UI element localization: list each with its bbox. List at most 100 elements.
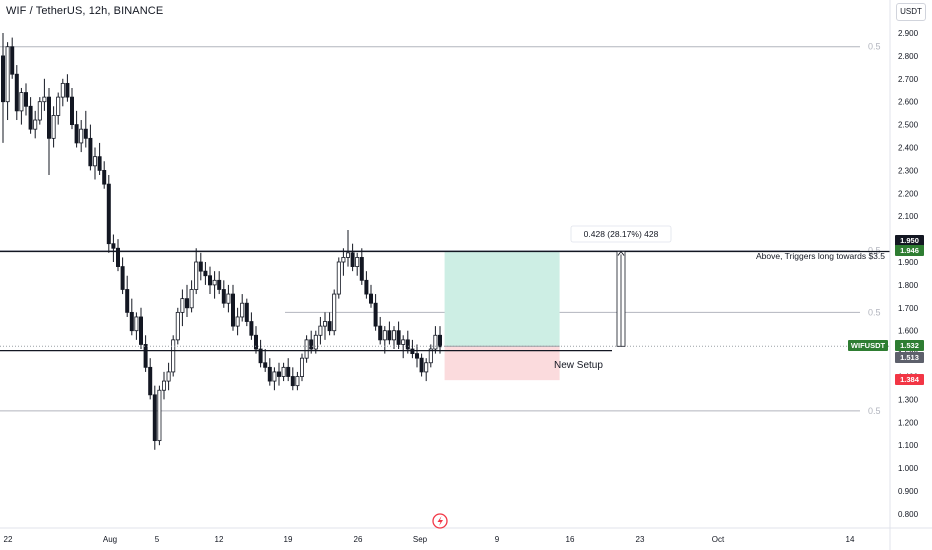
candle-body: [341, 257, 346, 263]
y-tick-label: 1.600: [898, 327, 919, 336]
candle: [272, 367, 277, 391]
candle-body: [125, 289, 130, 313]
candle: [74, 110, 79, 148]
candle: [83, 110, 88, 148]
candle: [134, 312, 139, 340]
candle-body: [70, 96, 75, 126]
candle-body: [382, 330, 387, 341]
candle-body: [263, 362, 268, 368]
candle: [332, 289, 337, 336]
y-tick-label: 1.000: [898, 464, 919, 473]
candle: [244, 298, 249, 327]
candle: [203, 262, 208, 285]
candle: [364, 271, 369, 299]
candle: [318, 316, 323, 345]
measure-label-box: [570, 225, 672, 243]
candle: [327, 312, 332, 336]
candle: [180, 289, 185, 327]
candle-body: [217, 279, 222, 290]
candle-body: [19, 92, 24, 112]
candle: [143, 335, 148, 372]
candle-body: [198, 261, 203, 272]
candle-body: [0, 55, 6, 103]
candle-body: [368, 293, 373, 304]
candle: [322, 312, 327, 340]
price-label-text: 1.532: [900, 341, 919, 350]
candle-body: [37, 101, 42, 121]
level-label: 0.5: [868, 406, 881, 416]
candle-body: [318, 325, 323, 336]
candle: [138, 307, 143, 350]
currency-button[interactable]: USDT: [896, 3, 926, 21]
candle-body: [401, 339, 406, 345]
annotations: Above, Triggers long towards $3.5 New Set…: [554, 251, 885, 371]
x-tick-label: 12: [215, 535, 224, 544]
y-tick-label: 2.100: [898, 212, 919, 221]
price-label-bg: [895, 235, 924, 246]
candle: [102, 161, 107, 189]
candle-body: [327, 321, 332, 332]
price-label: 1.950: [895, 235, 924, 246]
candle: [212, 271, 217, 299]
candle: [79, 120, 84, 153]
candle-body: [23, 92, 28, 107]
y-tick-label: 1.700: [898, 304, 919, 313]
candle: [299, 353, 304, 382]
candle-body: [194, 261, 199, 290]
candle: [10, 37, 15, 79]
candle-body: [97, 156, 102, 171]
profit-zone: [444, 251, 560, 347]
candle-body: [304, 339, 309, 359]
candle-body: [424, 362, 429, 373]
y-tick-label: 1.200: [898, 418, 919, 427]
candle-body: [226, 293, 231, 304]
candle-body: [221, 289, 226, 304]
candle-body: [350, 252, 355, 267]
candle: [116, 239, 121, 272]
y-tick-label: 1.300: [898, 395, 919, 404]
candle: [148, 358, 153, 400]
candle: [65, 74, 70, 102]
candle: [217, 271, 222, 295]
candle-body: [111, 243, 116, 249]
candle: [226, 284, 231, 313]
candle-body: [51, 115, 56, 139]
price-label: 1.384: [895, 374, 924, 385]
y-tick-label: 1.100: [898, 441, 919, 450]
candle-body: [391, 330, 396, 341]
candle: [313, 330, 318, 354]
y-tick-label: 1.800: [898, 281, 919, 290]
chart-title: WIF / TetherUS, 12h, BINANCE: [6, 5, 164, 17]
candle-body: [120, 266, 125, 290]
x-tick-label: 19: [284, 535, 293, 544]
candle: [249, 312, 254, 340]
candle-body: [106, 183, 111, 245]
candle-body: [373, 302, 378, 327]
y-tick-label: 2.900: [898, 29, 919, 38]
candle-body: [28, 105, 33, 130]
candle-body: [42, 96, 47, 103]
candle: [378, 316, 383, 345]
candle: [410, 339, 415, 359]
candle-body: [60, 82, 65, 98]
x-tick-label: 14: [846, 535, 855, 544]
candle: [157, 385, 162, 446]
candle: [382, 326, 387, 354]
candle-body: [281, 366, 286, 377]
measure-label: 0.428 (28.17%) 428: [584, 229, 659, 239]
candle: [171, 335, 176, 377]
price-label-text: 1.384: [900, 375, 920, 384]
candle-body: [10, 46, 15, 75]
candle: [336, 257, 341, 299]
candle-body: [359, 257, 364, 281]
candle-body: [313, 334, 318, 350]
candle-body: [332, 293, 337, 332]
candle: [424, 358, 429, 382]
candle-body: [345, 252, 350, 258]
x-tick-label: Oct: [712, 535, 725, 544]
candle-body: [74, 124, 79, 144]
candle-body: [405, 339, 410, 350]
level-label: 0.5: [868, 307, 881, 317]
